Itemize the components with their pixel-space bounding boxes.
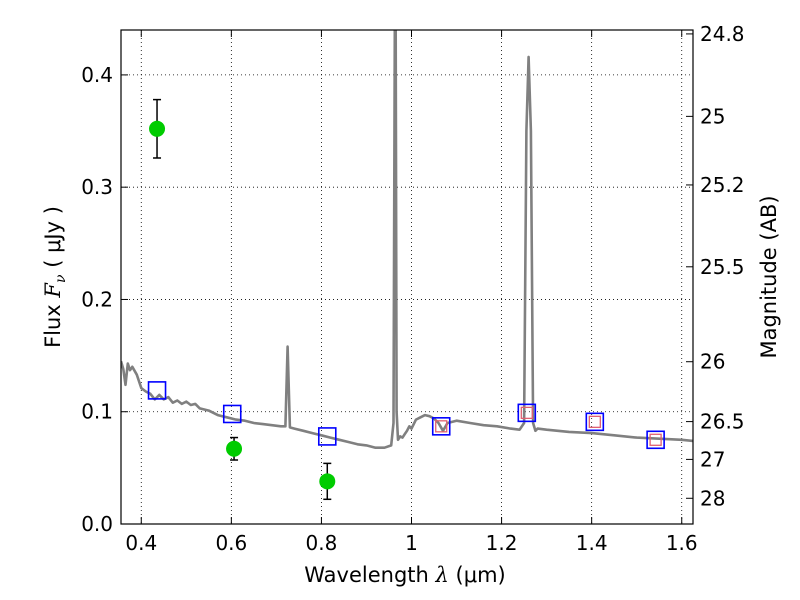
x-tick-label: 0.8 bbox=[306, 531, 338, 555]
plot-frame bbox=[120, 29, 694, 525]
y2-tick-label: 25 bbox=[700, 104, 725, 128]
model-photometry-marker bbox=[517, 403, 537, 423]
observed-ir-marker bbox=[435, 420, 448, 433]
x-tick-label: 1.4 bbox=[576, 531, 608, 555]
x-tick-label: 1.2 bbox=[486, 531, 518, 555]
y2-tick-label: 28 bbox=[700, 486, 725, 510]
y-tick-label: 0.0 bbox=[81, 512, 113, 536]
y-tick-label: 0.1 bbox=[81, 400, 113, 424]
model-photometry-marker bbox=[431, 417, 451, 436]
grid bbox=[121, 30, 693, 524]
optical-detection-point bbox=[319, 473, 336, 490]
optical-detection-point bbox=[149, 120, 166, 137]
y-axis-title: Flux Fν ( μJy ) bbox=[41, 206, 69, 348]
y2-tick-label: 26 bbox=[700, 350, 725, 374]
y2-tick-label: 25.2 bbox=[700, 173, 745, 197]
model-photometry-marker bbox=[646, 430, 665, 450]
axis-ticks: 0.4 0.6 0.8 1 1.2 1.4 1.6 0.0 0.1 0.2 0.3 0.4 24.8 25… bbox=[81, 22, 744, 555]
x-axis-title: Wavelength λ (μm) bbox=[304, 563, 505, 587]
y2-tick-label: 24.8 bbox=[700, 22, 745, 46]
model-photometry-marker bbox=[317, 427, 337, 446]
x-tick-label: 1.6 bbox=[666, 531, 698, 555]
y2-tick-label: 26.5 bbox=[700, 410, 745, 434]
model-photometry-marker bbox=[585, 412, 605, 432]
y-tick-label: 0.2 bbox=[81, 287, 113, 311]
model-photometry-marker bbox=[147, 381, 167, 400]
observed-ir-marker bbox=[649, 433, 662, 446]
model-photometry-marker bbox=[222, 404, 242, 424]
x-tick-label: 0.6 bbox=[215, 531, 247, 555]
observed-ir-marker bbox=[520, 406, 533, 420]
x-tick-label: 1 bbox=[405, 531, 418, 555]
plot-area bbox=[121, 30, 693, 501]
y2-tick-label: 27 bbox=[700, 447, 725, 471]
y-tick-label: 0.4 bbox=[81, 63, 113, 87]
y2-axis-title: Magnitude (AB) bbox=[757, 195, 781, 358]
optical-detection-point bbox=[226, 440, 243, 457]
y-tick-label: 0.3 bbox=[81, 175, 113, 199]
y2-tick-label: 25.5 bbox=[700, 255, 745, 279]
x-tick-label: 0.4 bbox=[125, 531, 157, 555]
spectrum-line bbox=[121, 30, 693, 450]
observed-ir-marker bbox=[588, 415, 601, 428]
